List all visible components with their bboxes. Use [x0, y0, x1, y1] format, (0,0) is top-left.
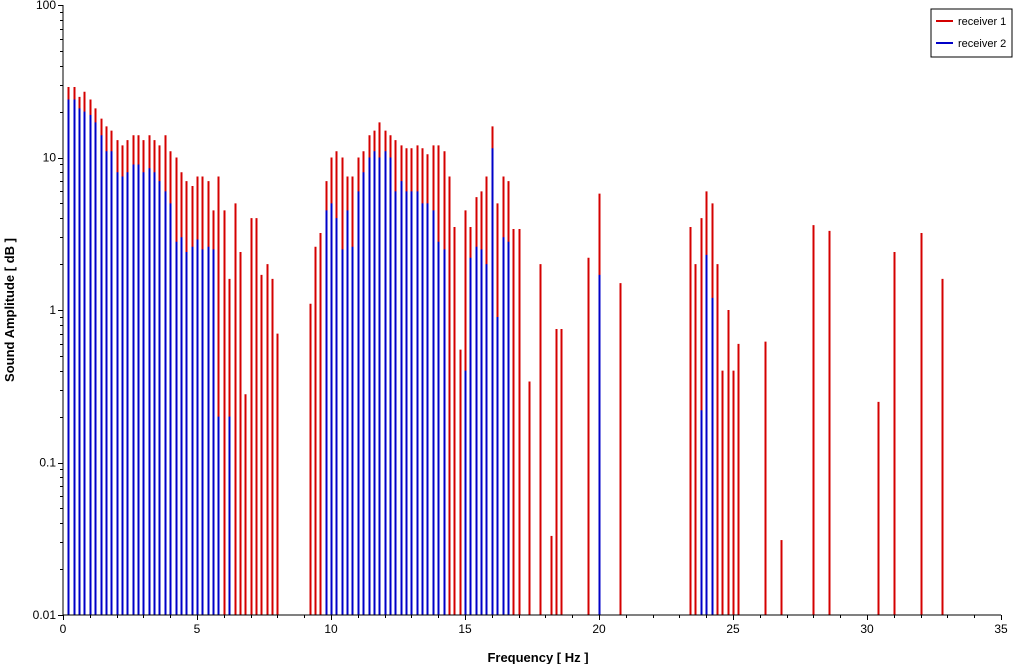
- legend-label-receiver-1: receiver 1: [958, 16, 1006, 28]
- series-2: [67, 99, 714, 615]
- x-tick-label: 20: [592, 622, 606, 636]
- ticks: 0 5 10 15 20 25 30 35 0.01 0.1 1 10 100: [33, 0, 1008, 636]
- x-tick-label: 5: [194, 622, 201, 636]
- x-tick-label: 30: [860, 622, 874, 636]
- legend-box: [930, 8, 1013, 58]
- x-tick-label: 0: [60, 622, 67, 636]
- x-tick-label: 25: [726, 622, 740, 636]
- y-tick-label: 1: [49, 303, 56, 317]
- axes: [62, 5, 1001, 616]
- x-tick-label: 10: [324, 622, 338, 636]
- bars-layer: [67, 86, 944, 615]
- legend-label-receiver-2: receiver 2: [958, 38, 1006, 50]
- y-tick-label: 100: [36, 0, 56, 12]
- x-axis-title: Frequency [ Hz ]: [487, 650, 588, 664]
- y-tick-label: 0.01: [33, 608, 57, 622]
- x-tick-label: 35: [994, 622, 1008, 636]
- y-tick-label: 0.1: [39, 456, 56, 470]
- series-1: [67, 86, 944, 615]
- y-tick-label: 10: [43, 151, 57, 165]
- legend: receiver 1 receiver 2: [930, 8, 1013, 58]
- x-tick-label: 15: [458, 622, 472, 636]
- y-axis-title: Sound Amplitude [ dB ]: [2, 238, 17, 382]
